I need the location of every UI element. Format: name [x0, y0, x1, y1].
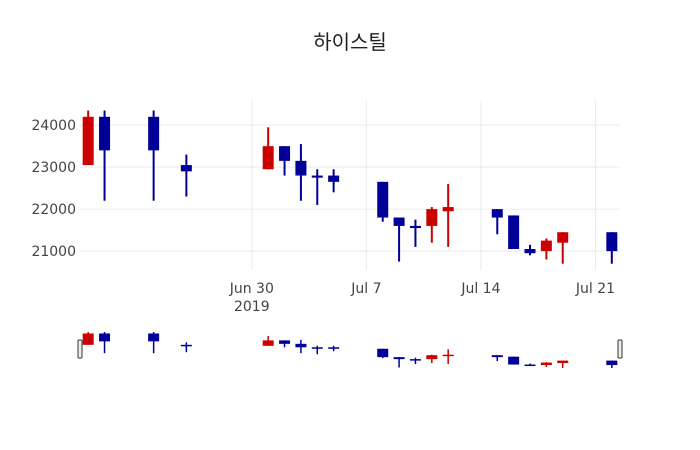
- candle-up: [82, 116, 94, 166]
- slider-candle-body: [393, 357, 405, 360]
- candle-down: [409, 225, 421, 229]
- y-tick-label: 23000: [31, 160, 76, 176]
- slider-candle-body: [426, 355, 438, 360]
- slider-candle-body: [508, 356, 520, 365]
- slider-candle-body: [491, 355, 503, 358]
- slider-candle-body: [606, 360, 618, 366]
- slider-candle-body: [409, 359, 421, 361]
- slider-candle-body: [99, 333, 111, 342]
- x-tick-label: Jul 7: [350, 281, 381, 297]
- candle-down: [524, 249, 536, 254]
- grid: [80, 100, 620, 270]
- candle-up: [442, 207, 454, 212]
- slider-candle-body: [148, 333, 160, 342]
- slider-candle-body: [279, 340, 291, 344]
- candle-down: [295, 160, 307, 176]
- x-axis-ticks: Jun 30 2019 Jul 7 Jul 14 Jul 21: [229, 281, 615, 315]
- candle-down: [148, 116, 160, 151]
- range-slider-left-handle[interactable]: [77, 339, 83, 359]
- x-tick-year-label: 2019: [234, 299, 270, 315]
- candle-down: [393, 217, 405, 226]
- slider-candle-body: [262, 340, 274, 346]
- slider-candle-body: [524, 364, 536, 367]
- candle-down: [279, 146, 291, 161]
- candle-up: [262, 146, 274, 170]
- candle-down: [508, 215, 520, 250]
- candle-down: [377, 181, 389, 218]
- candle-down: [491, 209, 503, 218]
- slider-candle-body: [557, 360, 569, 364]
- candle-up: [557, 232, 569, 243]
- slider-candle-body: [311, 347, 323, 349]
- candle-down: [606, 232, 618, 252]
- slider-candle-body: [540, 362, 552, 366]
- candle-up: [426, 209, 438, 226]
- y-axis-ticks: 21000 22000 23000 24000: [31, 118, 76, 260]
- slider-candle-body: [328, 347, 340, 349]
- slider-candle-body: [377, 348, 389, 358]
- x-tick-label: Jun 30: [229, 281, 274, 297]
- candles: [82, 110, 618, 264]
- slider-candle-body: [442, 354, 454, 357]
- y-tick-label: 24000: [31, 118, 76, 134]
- slider-candle-body: [180, 344, 192, 347]
- candle-down: [311, 175, 323, 178]
- candle-down: [180, 165, 192, 172]
- candle-down: [99, 116, 111, 151]
- y-tick-label: 21000: [31, 244, 76, 260]
- range-slider-right-handle[interactable]: [617, 339, 623, 359]
- candle-up: [540, 240, 552, 252]
- candle-down: [328, 175, 340, 182]
- slider-candle-body: [295, 343, 307, 348]
- slider-candle-body: [82, 333, 94, 345]
- x-tick-label: Jul 21: [575, 281, 615, 297]
- chart-title: 하이스틸: [313, 30, 387, 54]
- range-slider[interactable]: [77, 332, 623, 368]
- y-tick-label: 22000: [31, 202, 76, 218]
- x-tick-label: Jul 14: [460, 281, 500, 297]
